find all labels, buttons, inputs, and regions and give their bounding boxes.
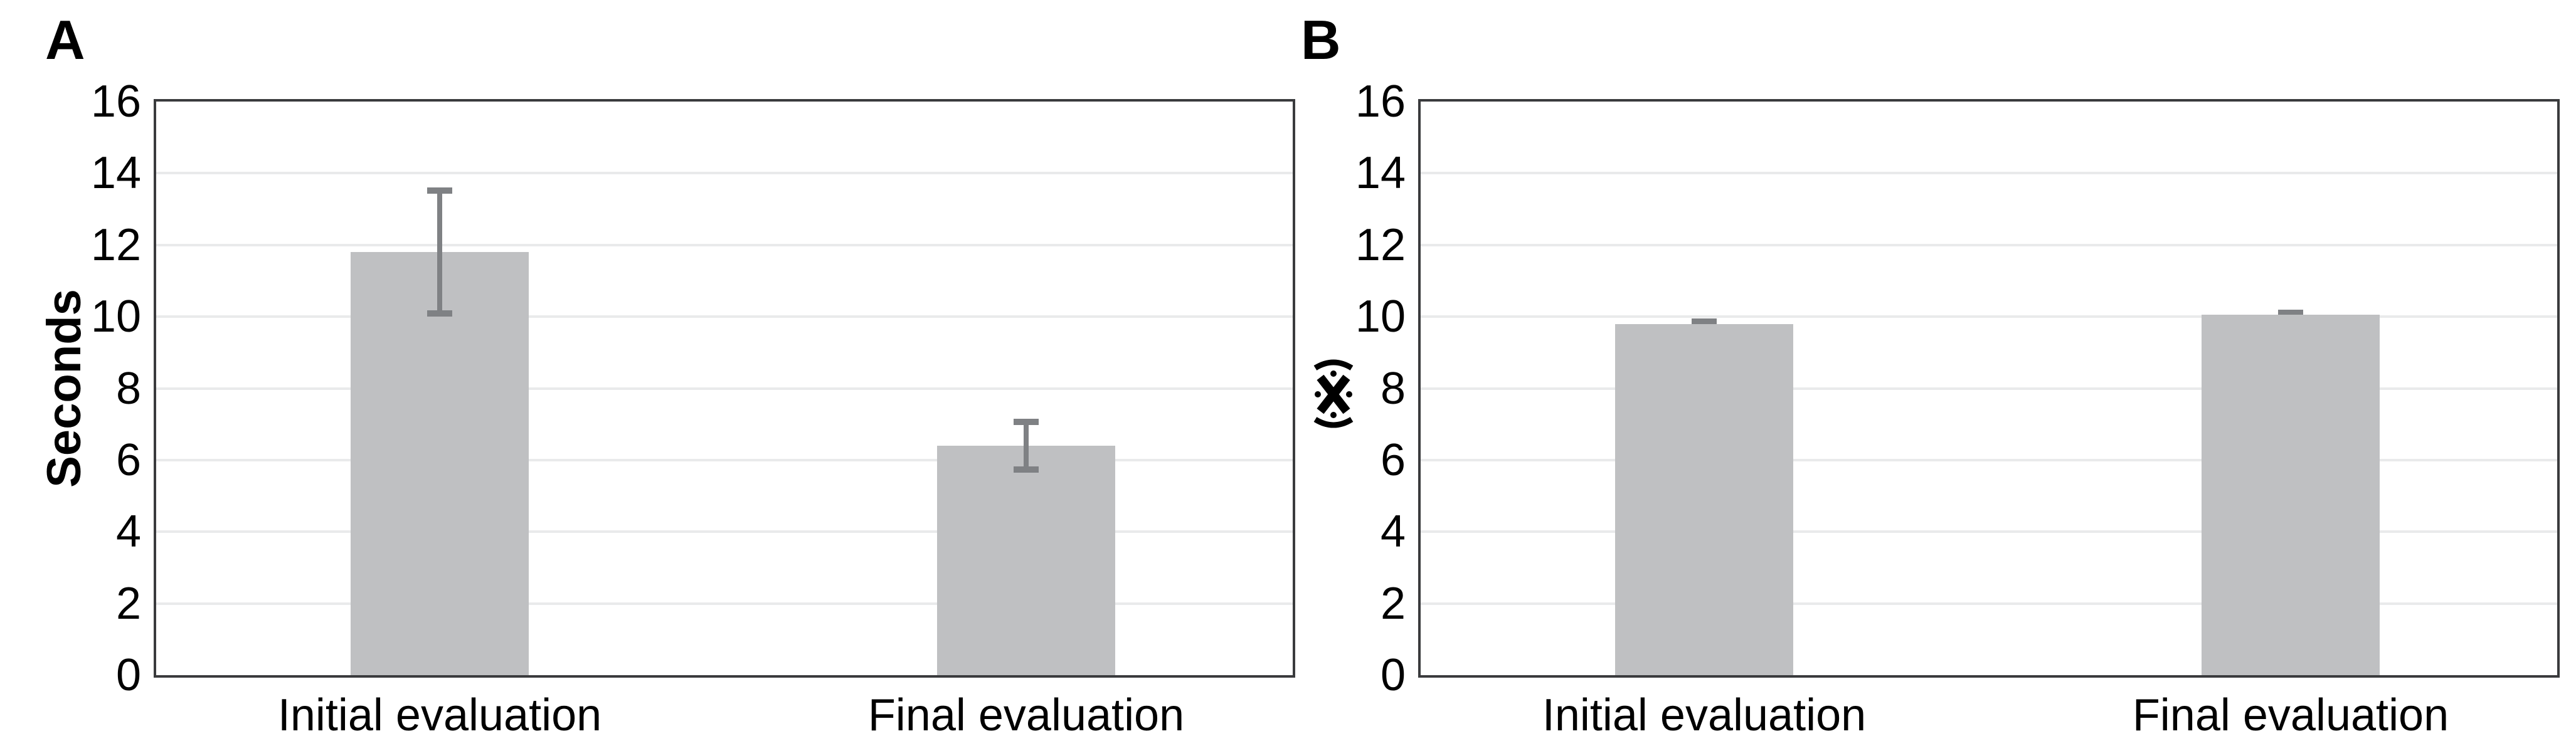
gridline <box>156 315 1293 318</box>
error-bar-line <box>1024 419 1029 473</box>
x-category-label: Initial evaluation <box>277 690 602 740</box>
y-tick-label: 8 <box>1380 363 1406 414</box>
x-category-label: Final evaluation <box>2132 690 2449 740</box>
panel-b-plot-area <box>1418 99 2560 678</box>
y-tick-label: 10 <box>90 292 141 342</box>
panel-a-letter: A <box>45 9 85 71</box>
y-tick-label: 14 <box>90 148 141 199</box>
panel-a: A Seconds 0 2 4 6 8 10 12 14 16 Initial evaluatio… <box>38 9 1295 740</box>
gridline <box>1421 602 2557 605</box>
gridline <box>156 458 1293 461</box>
y-tick-label: 2 <box>1380 578 1406 629</box>
glyph-dot-left <box>1315 391 1321 397</box>
y-tick-label: 12 <box>90 219 141 270</box>
y-tick-label: 0 <box>115 650 141 700</box>
y-tick-label: 2 <box>115 578 141 629</box>
y-tick-label: 10 <box>1355 292 1406 342</box>
panel-b: B 0 2 4 6 8 10 12 14 16 Initial evaluation Final e… <box>1264 0 2576 746</box>
glyph-dot-right <box>1346 391 1352 397</box>
error-bar-line <box>437 187 442 317</box>
panel-a-plot-inner <box>156 102 1293 675</box>
error-bar-cap-top <box>427 187 452 194</box>
panel-b-y-axis-label-glyph <box>1313 359 1354 428</box>
bar <box>351 252 529 675</box>
error-bar-cap-bottom <box>427 310 452 317</box>
gridline <box>1421 530 2557 533</box>
gridline <box>156 602 1293 605</box>
glyph-dot-top <box>1330 370 1337 377</box>
gridline <box>1421 243 2557 246</box>
panel-b-plot-inner <box>1421 102 2557 675</box>
gridline <box>156 387 1293 390</box>
error-bar-cap-top <box>1692 318 1717 325</box>
y-tick-label: 14 <box>1355 148 1406 199</box>
panel-b-letter: B <box>1301 9 1341 71</box>
y-tick-label: 8 <box>115 363 141 414</box>
gridline <box>156 530 1293 533</box>
x-category-label: Final evaluation <box>867 690 1185 740</box>
y-tick-label: 6 <box>1380 434 1406 485</box>
gridline <box>156 172 1293 175</box>
x-category-label: Initial evaluation <box>1542 690 1867 740</box>
paren-arc-top <box>1313 359 1354 370</box>
y-tick-label: 4 <box>1380 507 1406 557</box>
bar <box>1615 323 1793 675</box>
bar <box>937 446 1115 675</box>
gridline <box>156 243 1293 246</box>
gridline <box>1421 387 2557 390</box>
error-bar-cap-top <box>1014 419 1039 426</box>
y-tick-label: 6 <box>115 434 141 485</box>
glyph-dot-bottom <box>1330 412 1337 418</box>
gridline <box>1421 458 2557 461</box>
gridline <box>1421 172 2557 175</box>
y-tick-label: 12 <box>1355 219 1406 270</box>
y-tick-label: 4 <box>115 507 141 557</box>
y-tick-label: 16 <box>1355 76 1406 127</box>
error-bar-cap-top <box>2278 309 2303 316</box>
x-stroke-2 <box>1317 374 1350 414</box>
y-tick-label: 16 <box>90 76 141 127</box>
bar <box>2202 315 2380 675</box>
paren-arc-bottom <box>1313 417 1354 428</box>
gridline <box>1421 315 2557 318</box>
panel-a-plot-area <box>154 99 1295 678</box>
error-bar-cap-bottom <box>1014 466 1039 473</box>
y-tick-label: 0 <box>1380 650 1406 700</box>
